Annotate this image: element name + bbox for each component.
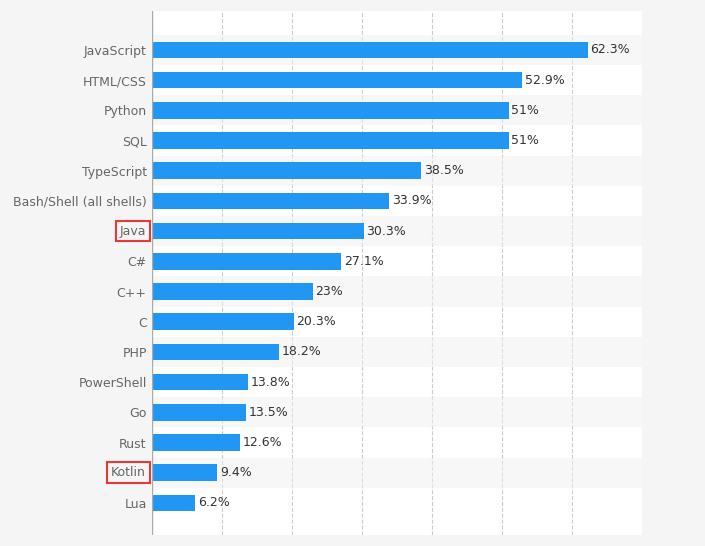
Text: 6.2%: 6.2%: [198, 496, 230, 509]
Text: 12.6%: 12.6%: [243, 436, 282, 449]
Bar: [152, 162, 421, 179]
Bar: [152, 458, 642, 488]
Bar: [152, 465, 217, 481]
Bar: [152, 337, 642, 367]
Text: 52.9%: 52.9%: [525, 74, 565, 87]
Text: 51%: 51%: [511, 134, 539, 147]
Bar: [152, 495, 195, 511]
Bar: [152, 193, 389, 209]
Text: 30.3%: 30.3%: [367, 224, 406, 238]
Bar: [152, 434, 240, 451]
Bar: [152, 283, 312, 300]
Bar: [152, 41, 588, 58]
Bar: [152, 35, 642, 65]
Bar: [152, 223, 364, 239]
Bar: [152, 404, 246, 420]
Bar: [152, 397, 642, 428]
Text: Java: Java: [120, 224, 146, 238]
Bar: [152, 72, 522, 88]
Text: 13.5%: 13.5%: [249, 406, 288, 419]
Bar: [152, 216, 642, 246]
Text: 38.5%: 38.5%: [424, 164, 464, 177]
Bar: [152, 132, 508, 149]
Text: 27.1%: 27.1%: [344, 255, 384, 268]
Text: 13.8%: 13.8%: [251, 376, 290, 389]
Bar: [152, 95, 642, 126]
Bar: [152, 276, 642, 307]
Text: 51%: 51%: [511, 104, 539, 117]
Bar: [152, 374, 248, 390]
Text: 33.9%: 33.9%: [392, 194, 431, 207]
Text: 23%: 23%: [315, 285, 343, 298]
Text: 20.3%: 20.3%: [297, 315, 336, 328]
Text: 9.4%: 9.4%: [220, 466, 252, 479]
Text: 18.2%: 18.2%: [282, 346, 321, 358]
Bar: [152, 156, 642, 186]
Bar: [152, 313, 294, 330]
Text: 62.3%: 62.3%: [591, 43, 630, 56]
Bar: [152, 102, 508, 118]
Bar: [152, 343, 279, 360]
Text: Kotlin: Kotlin: [111, 466, 146, 479]
Bar: [152, 253, 341, 270]
